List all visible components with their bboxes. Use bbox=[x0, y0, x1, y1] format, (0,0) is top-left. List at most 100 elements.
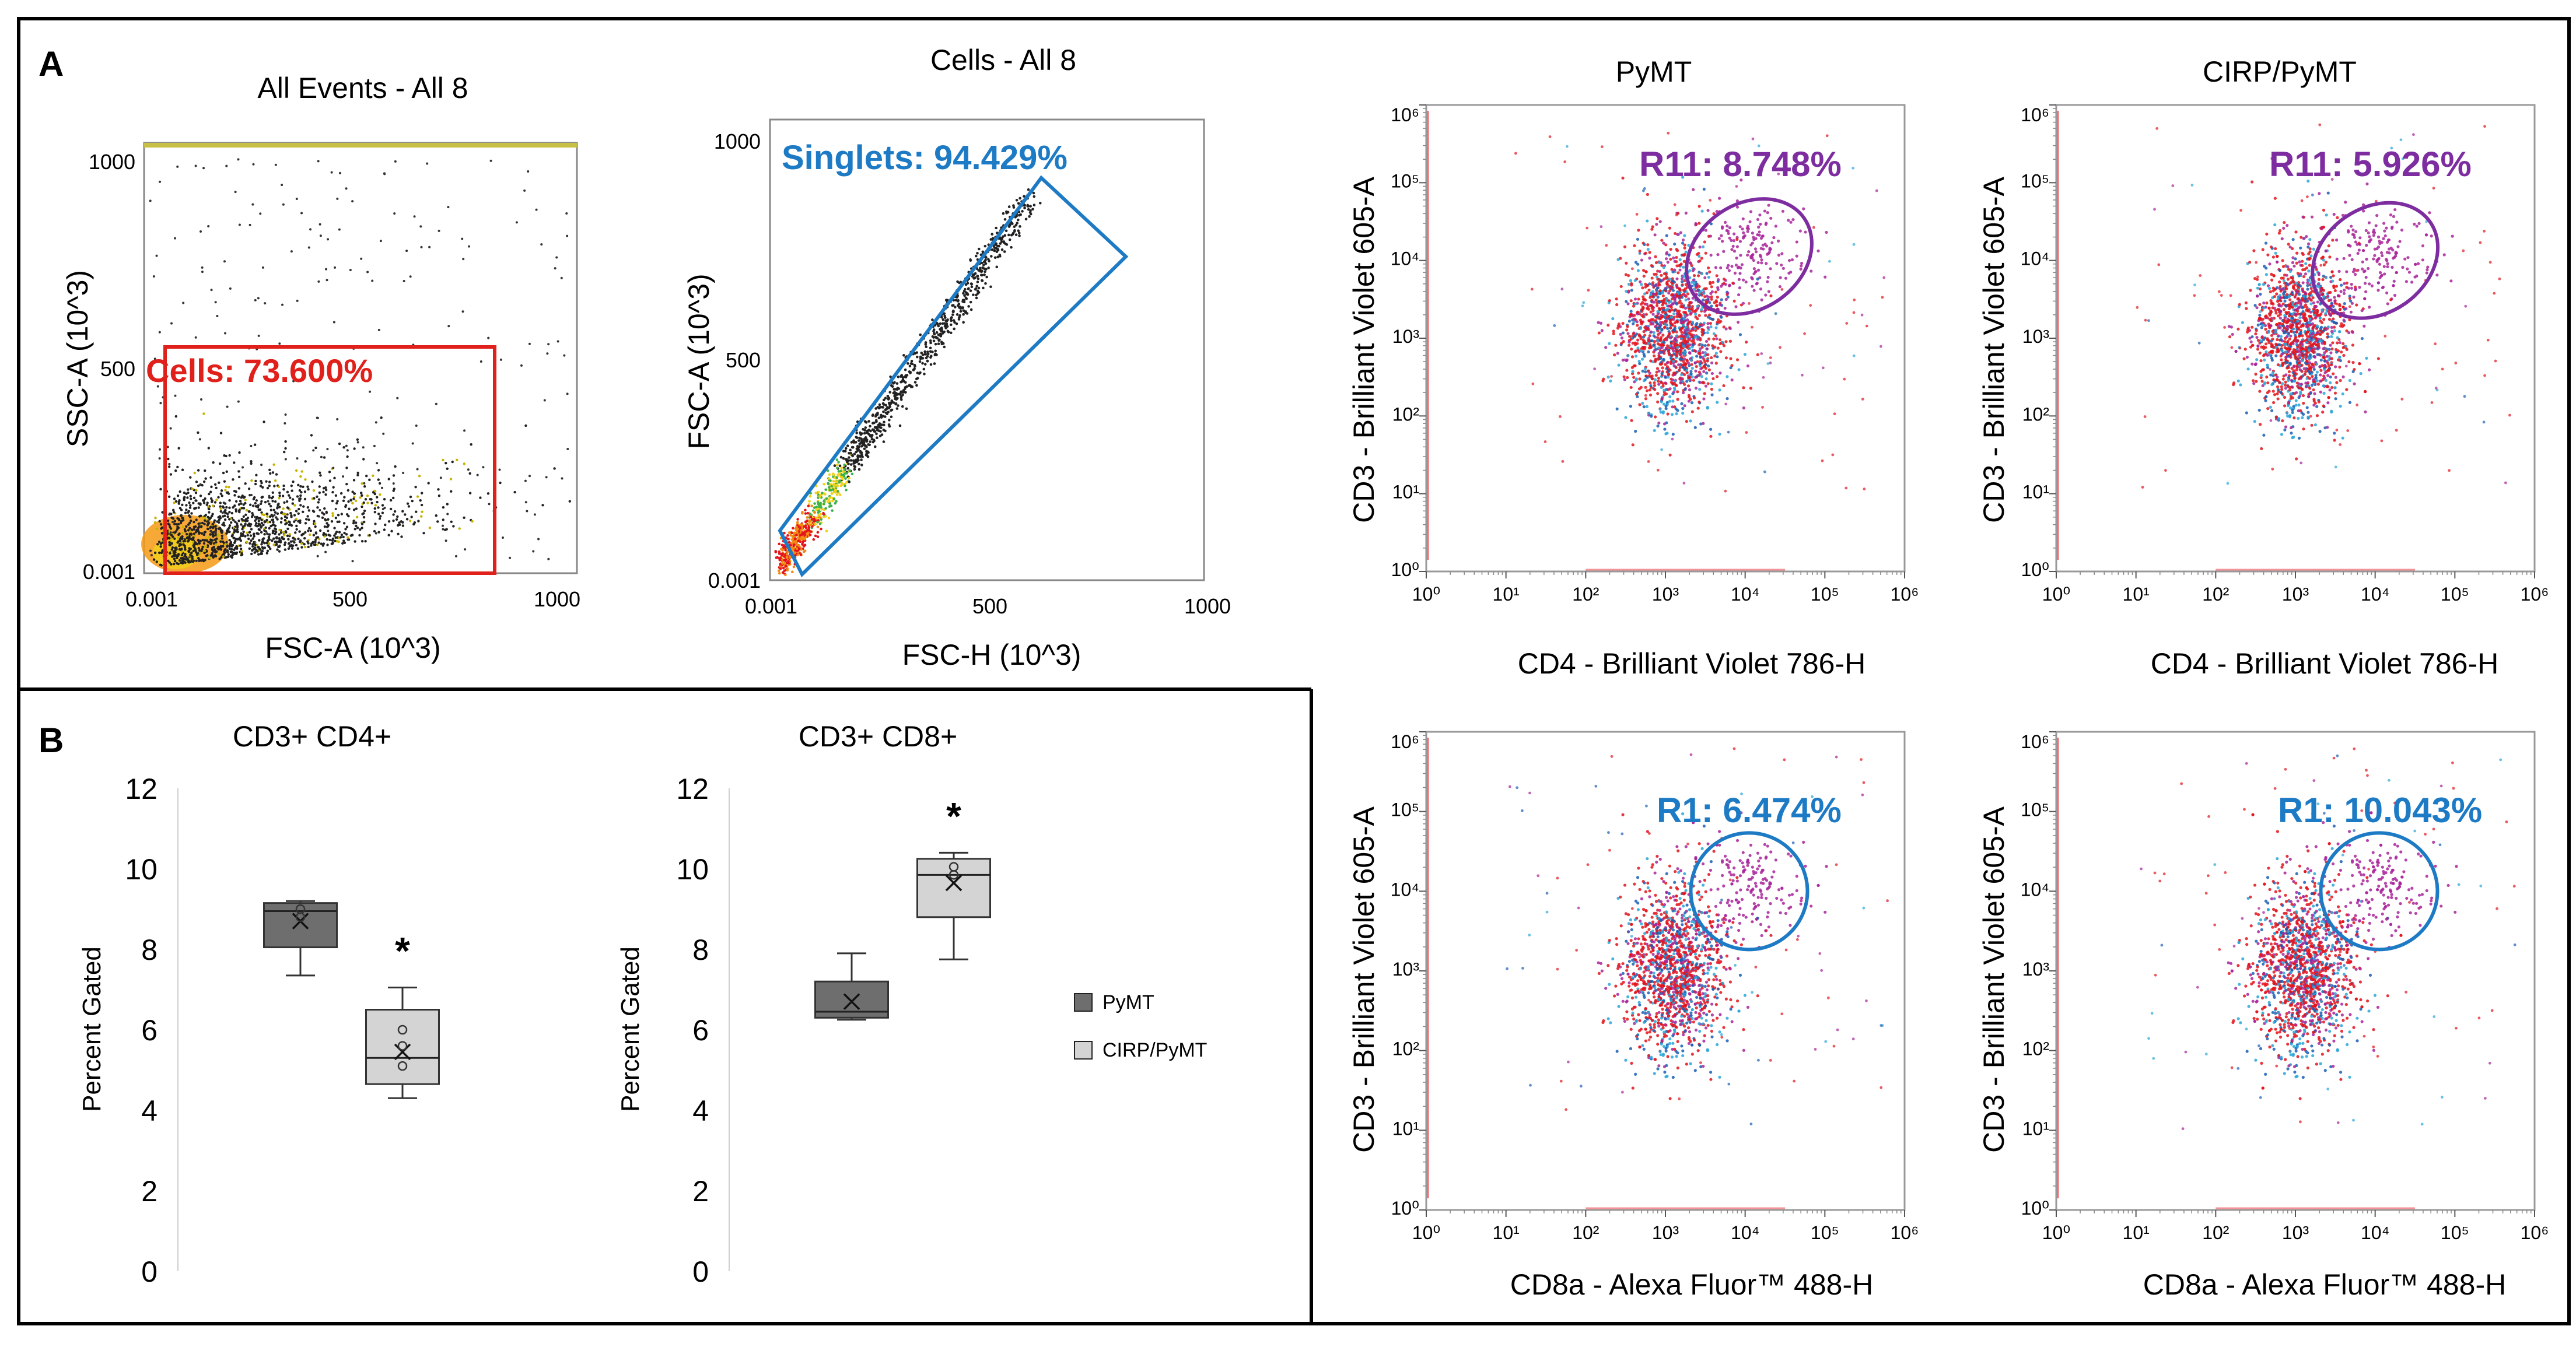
event-dot bbox=[169, 473, 173, 476]
event-dot bbox=[342, 446, 345, 449]
event-dot bbox=[1706, 382, 1710, 385]
event-dot bbox=[1735, 245, 1739, 248]
event-dot bbox=[1692, 396, 1696, 400]
event-dot bbox=[295, 197, 298, 200]
event-dot bbox=[278, 497, 281, 500]
event-dot bbox=[929, 363, 933, 366]
event-dot bbox=[1669, 247, 1672, 251]
event-dot bbox=[855, 447, 859, 450]
event-dot bbox=[225, 470, 228, 473]
event-dot bbox=[451, 460, 454, 464]
event-dot bbox=[1724, 356, 1728, 360]
event-dot bbox=[1624, 273, 1628, 276]
event-dot bbox=[1702, 381, 1706, 385]
event-dot bbox=[271, 529, 275, 532]
event-dot bbox=[222, 501, 225, 504]
event-dot bbox=[933, 362, 936, 365]
event-dot bbox=[1657, 376, 1661, 380]
event-dot bbox=[253, 535, 256, 538]
event-dot bbox=[284, 518, 286, 522]
event-dot bbox=[1615, 407, 1619, 411]
event-dot bbox=[355, 507, 358, 510]
event-dot bbox=[804, 524, 807, 528]
event-dot bbox=[298, 540, 302, 543]
event-dot bbox=[326, 279, 328, 282]
event-dot bbox=[985, 268, 988, 271]
event-dot bbox=[1631, 443, 1634, 447]
event-dot bbox=[241, 534, 244, 538]
event-dot bbox=[1713, 345, 1717, 349]
event-dot bbox=[553, 467, 556, 470]
event-dot bbox=[1650, 276, 1654, 280]
event-dot bbox=[1644, 385, 1647, 389]
event-dot bbox=[524, 479, 527, 482]
event-dot bbox=[420, 515, 423, 518]
event-dot bbox=[1675, 285, 1679, 289]
event-dot bbox=[404, 513, 407, 516]
event-dot bbox=[326, 538, 328, 541]
event-dot bbox=[362, 515, 366, 519]
event-dot bbox=[1682, 310, 1686, 314]
event-dot bbox=[900, 374, 902, 378]
event-dot bbox=[829, 479, 832, 482]
event-dot bbox=[919, 333, 922, 336]
event-dot bbox=[406, 502, 410, 505]
event-dot bbox=[1639, 335, 1643, 339]
event-dot bbox=[1656, 425, 1660, 428]
event-dot bbox=[313, 497, 316, 500]
plot-title: Cells - All 8 bbox=[930, 44, 1076, 76]
event-dot bbox=[784, 549, 787, 552]
event-dot bbox=[172, 550, 176, 553]
event-dot bbox=[327, 518, 330, 521]
event-dot bbox=[1787, 259, 1791, 262]
event-dot bbox=[1623, 358, 1626, 362]
event-dot bbox=[807, 528, 810, 532]
event-dot bbox=[879, 430, 882, 433]
event-dot bbox=[381, 511, 384, 514]
event-dot bbox=[191, 487, 194, 490]
event-dot bbox=[1735, 256, 1738, 260]
event-dot bbox=[360, 522, 364, 525]
event-dot bbox=[359, 528, 362, 531]
event-dot bbox=[359, 496, 362, 499]
event-dot bbox=[1028, 215, 1031, 218]
event-dot bbox=[1661, 291, 1664, 294]
event-dot bbox=[1668, 387, 1672, 391]
event-dot bbox=[1705, 347, 1709, 350]
event-dot bbox=[961, 306, 964, 309]
event-dot bbox=[464, 548, 467, 551]
event-dot bbox=[1684, 211, 1688, 215]
event-dot bbox=[842, 450, 845, 452]
event-dot bbox=[819, 516, 822, 519]
event-dot bbox=[1709, 427, 1713, 431]
event-dot bbox=[1647, 460, 1650, 463]
event-dot bbox=[352, 479, 356, 482]
event-dot bbox=[222, 540, 225, 543]
event-dot bbox=[1643, 187, 1646, 190]
event-dot bbox=[832, 485, 836, 488]
event-dot bbox=[277, 502, 280, 506]
event-dot bbox=[190, 533, 193, 536]
event-dot bbox=[888, 425, 891, 428]
event-dot bbox=[904, 374, 908, 377]
event-dot bbox=[274, 163, 277, 166]
event-dot bbox=[1706, 343, 1710, 347]
event-dot bbox=[1655, 304, 1659, 307]
event-dot bbox=[962, 313, 965, 316]
event-dot bbox=[1559, 415, 1562, 418]
event-dot bbox=[201, 266, 204, 269]
event-dot bbox=[528, 342, 531, 345]
event-dot bbox=[1673, 203, 1676, 206]
y-tick-label: 10³ bbox=[2022, 326, 2050, 347]
event-dot bbox=[547, 557, 550, 560]
event-dot bbox=[214, 525, 217, 528]
event-dot bbox=[284, 422, 286, 425]
event-dot bbox=[1582, 301, 1586, 304]
event-dot bbox=[1691, 343, 1695, 347]
event-dot bbox=[176, 525, 179, 528]
event-dot bbox=[1681, 253, 1685, 257]
event-dot bbox=[1641, 402, 1644, 405]
event-dot bbox=[841, 482, 844, 485]
event-dot bbox=[1600, 225, 1603, 229]
event-dot bbox=[203, 519, 206, 522]
